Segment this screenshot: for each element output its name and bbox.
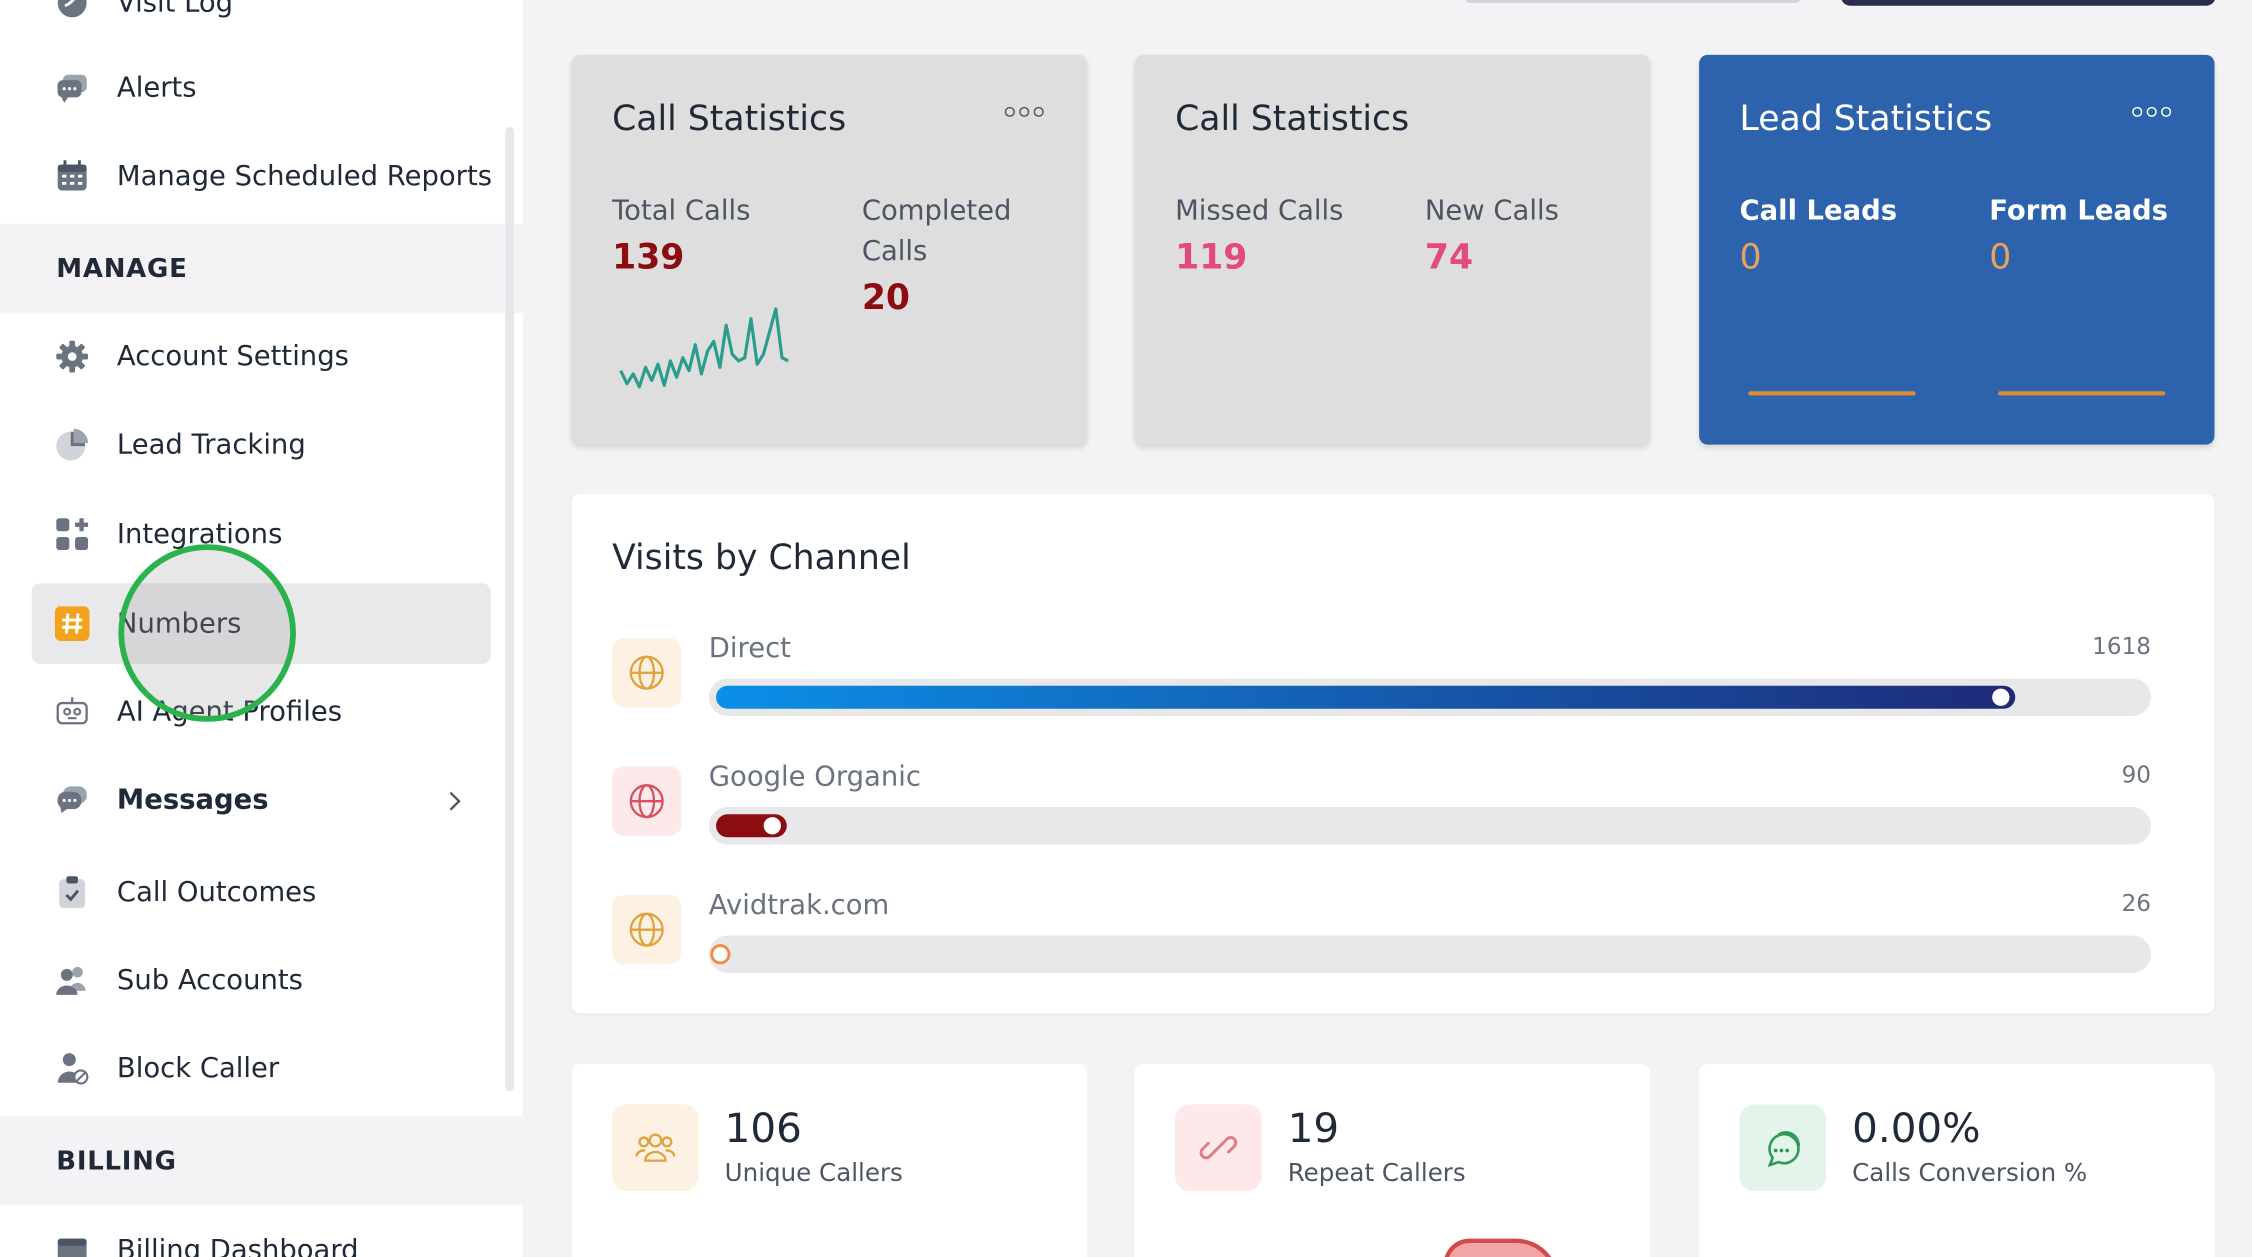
link-icon <box>1175 1104 1262 1191</box>
channel-progress-bar <box>708 678 2151 717</box>
sidebar-item-label: Alerts <box>116 72 197 104</box>
channel-count: 90 <box>2121 760 2151 789</box>
channel-progress-bar <box>708 806 2151 845</box>
sidebar-item-label: Billing Dashboard <box>116 1234 359 1257</box>
clipboard-check-icon <box>55 875 90 910</box>
channel-name: Direct <box>708 632 791 665</box>
sidebar-item-billing-dashboard[interactable]: Billing Dashboard <box>32 1210 491 1257</box>
channel-name: Avidtrak.com <box>708 889 890 922</box>
stat-label: Completed Calls <box>861 194 1012 268</box>
more-options-icon[interactable] <box>2132 106 2172 117</box>
calls-conversion-card: 0.00% Calls Conversion % <box>1699 1063 2215 1257</box>
stat-label: Total Calls <box>612 194 751 227</box>
stat-value: 0 <box>1989 236 2012 278</box>
sidebar-item-label: Call Outcomes <box>116 876 317 909</box>
section-title: BILLING <box>56 1145 177 1176</box>
progress-knob <box>764 817 782 835</box>
sidebar-item-alerts[interactable]: Alerts <box>32 48 491 129</box>
summary-value: 0.00% <box>1852 1104 1981 1152</box>
call-statistics-card-2: Call Statistics Missed Calls 119 New Cal… <box>1134 54 1651 445</box>
grid-plus-icon <box>55 517 90 552</box>
call-statistics-card: Call Statistics Total Calls 139 Complete… <box>571 54 1088 445</box>
users-icon <box>55 963 90 998</box>
hash-icon <box>54 606 90 641</box>
robot-icon <box>55 694 90 729</box>
card-title: Call Statistics <box>612 98 847 139</box>
users-outline-icon <box>612 1104 699 1191</box>
stat-label: Form Leads <box>1989 194 2168 227</box>
sidebar-item-label: Visit Log <box>116 0 234 19</box>
section-title: MANAGE <box>56 253 188 284</box>
sidebar-item-messages[interactable]: Messages <box>32 759 491 840</box>
section-header-manage: MANAGE <box>0 223 523 314</box>
stat-value: 74 <box>1424 236 1474 278</box>
summary-label: Unique Callers <box>724 1159 903 1189</box>
globe-icon <box>612 766 682 836</box>
sidebar-item-account-settings[interactable]: Account Settings <box>32 316 491 397</box>
sidebar-scrollbar[interactable] <box>505 127 514 1092</box>
header-input-edge[interactable] <box>1465 0 1801 3</box>
sidebar-item-lead-tracking[interactable]: Lead Tracking <box>32 404 491 485</box>
chat-icon <box>1739 1104 1827 1191</box>
progress-knob <box>710 944 731 965</box>
sidebar-item-block-caller[interactable]: Block Caller <box>32 1028 491 1109</box>
stat-label: Call Leads <box>1739 194 1898 227</box>
stat-label: New Calls <box>1424 194 1559 227</box>
channel-count: 1618 <box>2092 632 2151 660</box>
stat-value: 0 <box>1739 236 1762 278</box>
gear-icon <box>55 339 90 374</box>
stat-label: Missed Calls <box>1175 194 1344 227</box>
chevron-right-icon[interactable] <box>445 790 465 811</box>
unique-callers-card: 106 Unique Callers <box>571 1063 1088 1257</box>
lead-statistics-card: Lead Statistics Call Leads 0 Form Leads … <box>1699 54 2215 445</box>
calendar-icon <box>55 159 90 194</box>
channel-progress-bar <box>708 935 2151 973</box>
sidebar-item-label: Account Settings <box>116 340 349 373</box>
form-leads-sparkline <box>1997 391 2166 396</box>
sparkline-path <box>619 307 789 389</box>
sidebar-item-label: Manage Scheduled Reports <box>116 160 492 192</box>
sidebar-item-label: Sub Accounts <box>116 964 303 997</box>
chat-bubbles-icon <box>55 782 90 817</box>
sidebar: Visit Log Alerts Manage Scheduled Report… <box>0 0 523 1257</box>
billing-icon <box>55 1233 90 1257</box>
card-title: Lead Statistics <box>1739 98 1993 139</box>
summary-value: 19 <box>1287 1104 1340 1152</box>
sidebar-item-label: Messages <box>116 783 269 816</box>
user-block-icon <box>55 1051 90 1086</box>
globe-icon <box>612 895 682 965</box>
total-calls-sparkline <box>619 307 789 389</box>
channel-name: Google Organic <box>708 760 921 793</box>
stat-value: 20 <box>861 277 911 318</box>
pie-chart-icon <box>55 427 90 462</box>
click-indicator <box>118 544 296 722</box>
more-options-icon[interactable] <box>1004 106 1044 117</box>
call-leads-sparkline <box>1748 391 1916 396</box>
sidebar-item-label: Block Caller <box>116 1052 280 1085</box>
visits-by-channel-panel: Visits by Channel Direct 1618 Google Org… <box>571 493 2215 1014</box>
globe-icon <box>612 638 682 708</box>
header-button-edge[interactable] <box>1840 0 2216 6</box>
summary-value: 106 <box>724 1104 802 1152</box>
chat-bubble-icon <box>55 71 90 106</box>
sidebar-item-sub-accounts[interactable]: Sub Accounts <box>32 940 491 1021</box>
repeat-callers-card: 19 Repeat Callers <box>1134 1063 1651 1257</box>
sidebar-item-label: Lead Tracking <box>116 428 306 461</box>
section-header-billing: BILLING <box>0 1115 523 1206</box>
card-title: Call Statistics <box>1175 98 1410 139</box>
leaf-icon <box>55 0 90 20</box>
stat-value: 139 <box>612 236 685 278</box>
summary-label: Repeat Callers <box>1287 1159 1466 1189</box>
stat-value: 119 <box>1175 236 1248 278</box>
channel-count: 26 <box>2121 889 2151 917</box>
channel-progress-fill <box>716 685 2016 709</box>
sidebar-item-call-outcomes[interactable]: Call Outcomes <box>32 852 491 933</box>
sidebar-item-manage-scheduled-reports[interactable]: Manage Scheduled Reports <box>32 136 492 217</box>
summary-label: Calls Conversion % <box>1852 1159 2088 1189</box>
progress-knob <box>1992 688 2010 706</box>
sidebar-item-visit-log[interactable]: Visit Log <box>32 0 491 43</box>
panel-title: Visits by Channel <box>612 537 911 578</box>
